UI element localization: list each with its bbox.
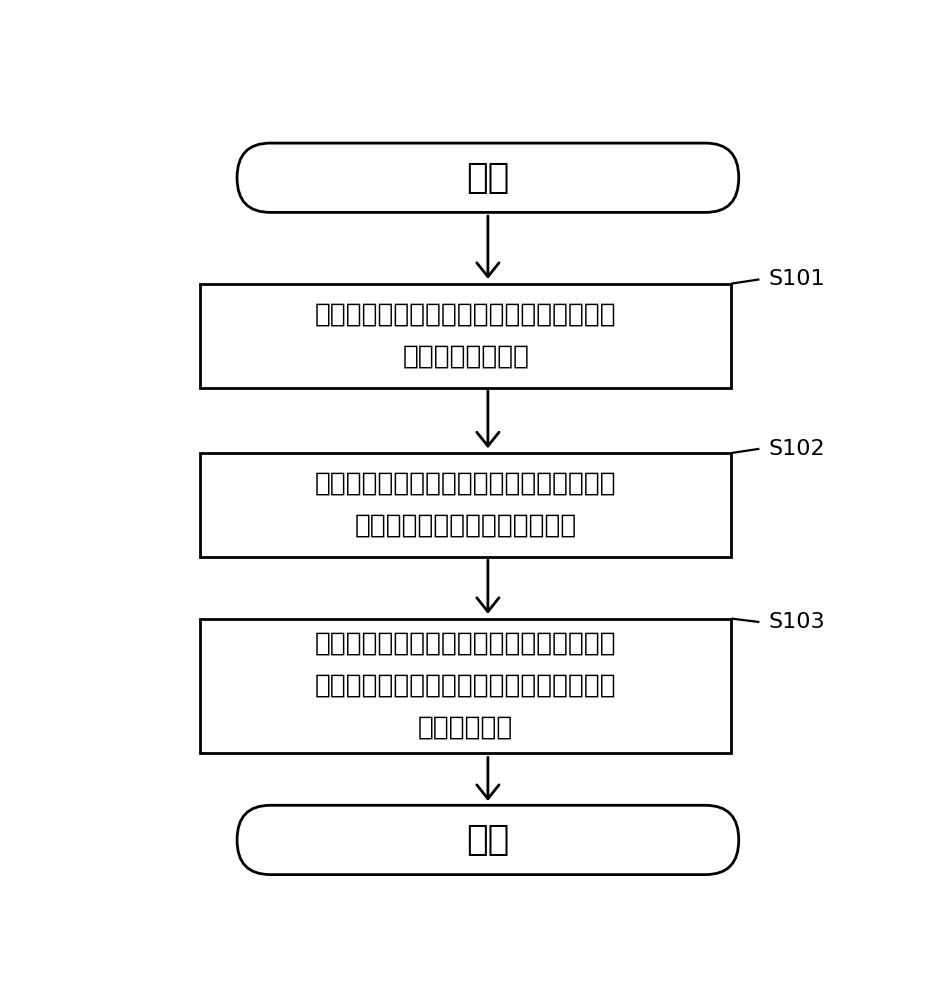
FancyBboxPatch shape [200, 453, 731, 557]
Text: S102: S102 [768, 439, 824, 459]
FancyBboxPatch shape [237, 143, 739, 212]
Text: 开始: 开始 [466, 161, 509, 195]
Text: 按照最优滤波方法，将噪声叠加线性随机系
统和观测值表达式作为参数进行滤波处理，
得到滤波结果: 按照最优滤波方法，将噪声叠加线性随机系 统和观测值表达式作为参数进行滤波处理， … [315, 631, 617, 741]
Text: S103: S103 [768, 612, 824, 632]
FancyBboxPatch shape [237, 805, 739, 875]
Text: 对线性随机系统添加噪声叠加项，得到噪声
叠加线性随机系统: 对线性随机系统添加噪声叠加项，得到噪声 叠加线性随机系统 [315, 302, 617, 370]
FancyBboxPatch shape [200, 619, 731, 753]
Text: 根据噪声叠加线性随机系统进行观测值表达
式构造处理，得到观测值表达式: 根据噪声叠加线性随机系统进行观测值表达 式构造处理，得到观测值表达式 [315, 471, 617, 539]
Text: S101: S101 [768, 269, 824, 289]
FancyBboxPatch shape [200, 284, 731, 388]
Text: 结束: 结束 [466, 823, 509, 857]
